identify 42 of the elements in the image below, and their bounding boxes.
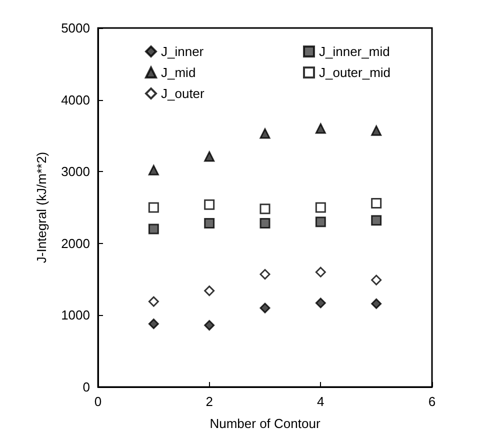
legend-label: J_inner xyxy=(161,44,204,59)
legend-label: J_outer_mid xyxy=(319,65,391,80)
point xyxy=(315,216,326,228)
point xyxy=(260,302,270,314)
point xyxy=(148,296,159,307)
x-tick-label: 0 xyxy=(94,394,102,409)
point xyxy=(371,215,382,226)
y-axis-title: J-Integral (kJ/m**2) xyxy=(34,152,49,264)
legend-label: J_inner_mid xyxy=(319,44,390,59)
point xyxy=(260,269,270,280)
point xyxy=(204,286,215,296)
point xyxy=(260,204,270,214)
point xyxy=(204,320,215,330)
point xyxy=(371,298,382,309)
point xyxy=(148,224,159,234)
point xyxy=(371,274,382,286)
point xyxy=(315,298,326,308)
x-tick-label: 2 xyxy=(206,394,213,409)
point xyxy=(371,125,382,136)
point xyxy=(315,123,326,134)
point xyxy=(204,199,215,210)
point xyxy=(315,202,326,213)
x-tick-label: 4 xyxy=(317,394,324,409)
point xyxy=(260,218,270,229)
point xyxy=(315,266,326,278)
x-axis-title: Number of Contour xyxy=(210,416,321,431)
point xyxy=(371,198,382,208)
y-tick-label: 1000 xyxy=(61,308,90,323)
point xyxy=(260,128,270,139)
point xyxy=(204,151,215,162)
y-tick-label: 2000 xyxy=(61,236,90,251)
point xyxy=(148,164,159,176)
point xyxy=(148,318,159,330)
legend-label: J_outer xyxy=(161,86,206,101)
point xyxy=(148,202,159,213)
y-tick-label: 3000 xyxy=(61,164,90,180)
legend-label: J_mid xyxy=(161,65,196,80)
x-tick-label: 6 xyxy=(428,394,436,409)
y-tick-label: 5000 xyxy=(61,20,90,36)
point xyxy=(204,218,215,229)
y-tick-label: 0 xyxy=(82,380,90,394)
y-tick-label: 4000 xyxy=(61,92,90,108)
